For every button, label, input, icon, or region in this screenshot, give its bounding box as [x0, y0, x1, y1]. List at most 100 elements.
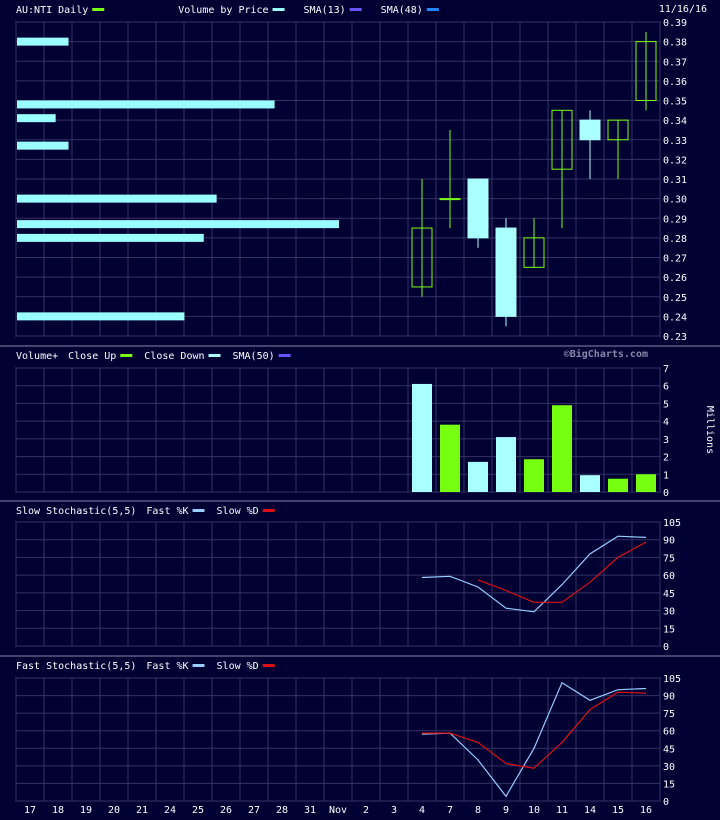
legend-label: Slow %D: [217, 661, 259, 672]
legend-swatch: [120, 354, 133, 357]
y-tick-label: 5: [663, 399, 669, 410]
y-tick-label: 0.38: [663, 38, 687, 49]
y-tick-label: 0: [663, 642, 669, 653]
legend-label: SMA(13): [304, 5, 346, 16]
y-tick-label: 60: [663, 727, 675, 738]
volume-by-price-bar: [17, 37, 69, 46]
volume-axis-label: Millions: [704, 406, 715, 454]
candle-body: [495, 227, 517, 317]
x-tick-label: 26: [220, 805, 232, 816]
y-tick-label: 0.30: [663, 195, 687, 206]
legend-label: Fast %K: [146, 661, 188, 672]
y-tick-label: 0.36: [663, 77, 687, 88]
y-tick-label: 0.31: [663, 175, 687, 186]
candle-body: [523, 237, 545, 268]
y-tick-label: 0.29: [663, 214, 687, 225]
x-tick-label: 16: [640, 805, 652, 816]
y-tick-label: 4: [663, 417, 669, 428]
candle-body: [439, 198, 461, 201]
y-tick-label: 45: [663, 589, 675, 600]
series-line-pctK: [421, 535, 647, 613]
x-tick-label: 31: [304, 805, 316, 816]
y-tick-label: 7: [663, 364, 669, 375]
y-tick-label: 2: [663, 453, 669, 464]
candle-body: [551, 109, 573, 170]
y-tick-label: 105: [663, 674, 681, 685]
slow-stochastic-panel: 105 90 75 60 45 30 15 0 Slow Stochastic(5,5) Fast…: [0, 500, 720, 653]
y-tick-label: 0.39: [663, 18, 687, 29]
x-tick-label: 11: [556, 805, 568, 816]
y-tick-label: 105: [663, 518, 681, 529]
x-tick-label: 10: [528, 805, 540, 816]
legend-swatch: [278, 354, 291, 357]
plot-area: [15, 521, 661, 647]
y-tick-label: 0.25: [663, 293, 687, 304]
y-tick-label: 6: [663, 382, 669, 393]
x-tick-label: 8: [475, 805, 481, 816]
y-tick-label: 90: [663, 536, 675, 547]
y-tick-label: 0.32: [663, 155, 687, 166]
price-panel: 0.39 0.38 0.37 0.36 0.35 0.34 0.33 0.32 0.31 0.30…: [15, 5, 687, 343]
x-tick-label: Nov: [329, 805, 347, 816]
x-tick-label: 24: [164, 805, 176, 816]
volume-bar: [636, 474, 656, 492]
y-tick-label: 3: [663, 435, 669, 446]
y-tick-label: 30: [663, 762, 675, 773]
x-axis: 17 18 19 20 21 24 25 26 27 28 31 Nov 2 3 4 7 8 9 10 11 14 15 1…: [24, 805, 652, 816]
legend-label: AU:NTI Daily: [16, 5, 88, 16]
legend-label: Volume+: [16, 351, 58, 362]
legend-label: Volume by Price: [178, 5, 268, 16]
legend-swatch: [92, 8, 105, 11]
y-tick-label: 60: [663, 571, 675, 582]
volume-bar: [524, 459, 544, 492]
volume-by-price-bar: [17, 114, 56, 123]
legend-swatch: [208, 354, 221, 357]
volume-bar: [580, 475, 600, 492]
candle-body: [579, 119, 601, 141]
y-tick-label: 0.34: [663, 116, 687, 127]
y-tick-label: 1: [663, 470, 669, 481]
x-tick-label: 15: [612, 805, 624, 816]
legend-swatch: [192, 664, 205, 667]
x-tick-label: 3: [391, 805, 397, 816]
legend-label: SMA(48): [381, 5, 423, 16]
y-tick-label: 75: [663, 709, 675, 720]
volume-by-price-bar: [17, 141, 69, 150]
x-tick-label: 7: [447, 805, 453, 816]
date-stamp: 11/16/16: [659, 4, 707, 15]
volume-bar: [496, 437, 516, 492]
y-tick-label: 0: [663, 797, 669, 808]
volume-by-price-bar: [17, 312, 185, 321]
y-tick-label: 75: [663, 553, 675, 564]
x-tick-label: 14: [584, 805, 596, 816]
legend-swatch: [426, 8, 439, 11]
volume-by-price-bar: [17, 233, 204, 242]
legend-label: Close Up: [68, 351, 116, 362]
x-tick-label: 4: [419, 805, 425, 816]
y-tick-label: 0.26: [663, 273, 687, 284]
y-tick-label: 30: [663, 607, 675, 618]
plot-area: [15, 677, 661, 802]
legend-swatch: [262, 664, 275, 667]
candle-body: [635, 41, 657, 101]
volume-bar: [552, 405, 572, 492]
y-tick-label: 0.27: [663, 254, 687, 265]
volume-by-price-bar: [17, 100, 275, 109]
y-tick-label: 45: [663, 744, 675, 755]
series-line-pctK: [421, 681, 647, 798]
legend-label: SMA(50): [233, 351, 275, 362]
legend-swatch: [262, 509, 275, 512]
x-tick-label: 27: [248, 805, 260, 816]
x-tick-label: 19: [80, 805, 92, 816]
legend-swatch: [349, 8, 362, 11]
series-line-pctD: [477, 541, 647, 603]
legend-label: Close Down: [144, 351, 204, 362]
volume-bar: [412, 383, 432, 492]
volume-by-price-bar: [17, 220, 339, 229]
fast-stochastic-panel: 105 90 75 60 45 30 15 0 Fast Stochastic(5,5) Fast…: [0, 655, 720, 808]
volume-bar: [468, 461, 488, 492]
y-tick-label: 0.24: [663, 312, 687, 323]
x-tick-label: 28: [276, 805, 288, 816]
volume-by-price-bar: [17, 194, 217, 203]
